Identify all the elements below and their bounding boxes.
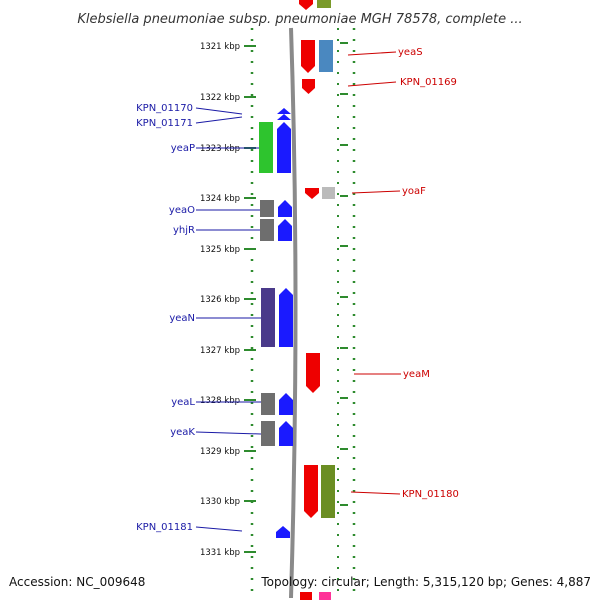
gene-yeaN[interactable] [279,288,293,347]
leader-yoaF [351,190,401,194]
genome-backbone [289,27,298,599]
gene-KPN-01171[interactable] [277,114,291,120]
category-yeaP-green[interactable] [259,122,273,173]
category-KPN-01180-olive[interactable] [321,465,335,518]
label-yeaN: yeaN [169,313,195,324]
label-yeaP: yeaP [171,143,195,154]
category-yeaS-steelblue[interactable] [319,40,333,72]
tick-label-1330: 1330 kbp [200,497,240,507]
category-yhjR-grey[interactable] [260,219,274,241]
label-yhjR: yhjR [173,225,195,236]
leader-KPN-01181 [195,526,243,532]
gene-yeaO[interactable] [278,200,292,217]
label-KPN-01180: KPN_01180 [402,489,459,500]
gene-yeaP[interactable] [277,122,291,173]
gene-top-red-partial[interactable] [299,0,313,10]
gene-yhjR[interactable] [278,219,292,241]
label-yeaK: yeaK [170,427,195,438]
minus-strand-genes [276,108,293,538]
label-yeaM: yeaM [403,369,430,380]
left-leader-lines [195,107,262,532]
tick-label-1328: 1328 kbp [200,396,240,406]
leader-KPN-01169 [347,81,397,87]
gene-yeaL[interactable] [279,393,293,415]
tick-label-1326: 1326 kbp [200,295,240,305]
topology-text: Topology: circular; Length: 5,315,120 bp… [260,575,591,589]
category-yeaO-grey[interactable] [260,200,274,217]
outer-tracks [250,28,356,598]
label-KPN-01170: KPN_01170 [136,103,193,114]
kbp-ticks [244,42,348,553]
left-gene-labels: KPN_01170 KPN_01171 yeaP yeaO yhjR yeaN … [136,103,195,533]
category-yeaK-grey[interactable] [261,421,275,446]
right-gene-labels: yeaS KPN_01169 yoaF yeaM KPN_01180 [398,47,459,500]
gene-yeaS[interactable] [301,40,315,73]
label-yoaF: yoaF [402,186,426,197]
right-leader-lines [347,51,401,495]
label-yeaL: yeaL [171,397,195,408]
tick-label-1327: 1327 kbp [200,346,240,356]
category-yeaN-purple[interactable] [261,288,275,347]
category-bottom-pink-partial[interactable] [319,592,331,600]
leader-KPN-01170 [195,107,243,115]
category-yeaL-grey[interactable] [261,393,275,415]
gene-yeaK[interactable] [279,421,293,446]
tick-label-1329: 1329 kbp [200,447,240,457]
label-KPN-01171: KPN_01171 [136,118,193,129]
category-genes-right [317,0,335,600]
accession-text: Accession: NC_009648 [9,575,145,589]
tick-label-1324: 1324 kbp [200,194,240,204]
gene-yoaF[interactable] [305,188,319,199]
category-genes-left [259,122,275,446]
gene-yeaM[interactable] [306,353,320,393]
label-KPN-01181: KPN_01181 [136,522,193,533]
leader-yeaK [195,431,262,435]
gene-KPN-01170[interactable] [277,108,291,114]
label-KPN-01169: KPN_01169 [400,77,457,88]
category-top-olive-partial[interactable] [317,0,331,8]
tick-label-1322: 1322 kbp [200,93,240,103]
tick-label-1325: 1325 kbp [200,245,240,255]
gene-bottom-red-partial[interactable] [300,592,312,600]
tick-label-1323: 1323 kbp [200,144,240,154]
kbp-tick-labels: 1321 kbp 1322 kbp 1323 kbp 1324 kbp 1325… [200,42,240,558]
label-yeaO: yeaO [169,205,195,216]
map-title: Klebsiella pneumoniae subsp. pneumoniae … [77,12,522,27]
plus-strand-genes [299,0,320,600]
leader-yeaS [347,51,397,56]
category-yoaF-grey[interactable] [322,187,335,199]
leader-KPN-01180 [350,491,401,495]
tick-label-1331: 1331 kbp [200,548,240,558]
leader-KPN-01171 [195,116,243,124]
tick-label-1321: 1321 kbp [200,42,240,52]
gene-KPN-01180[interactable] [304,465,318,518]
gene-KPN-01169[interactable] [302,79,315,94]
label-yeaS: yeaS [398,47,423,58]
gene-KPN-01181[interactable] [276,526,290,538]
